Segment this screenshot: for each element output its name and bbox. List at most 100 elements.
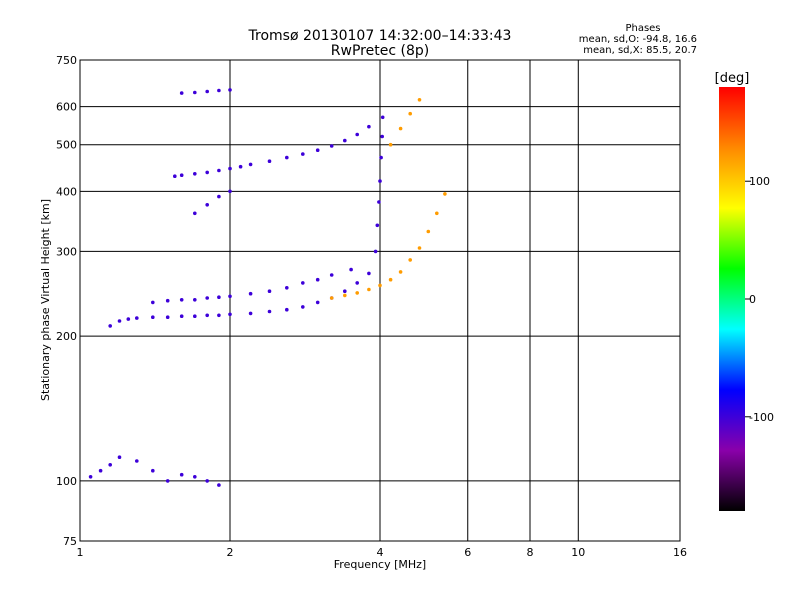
- data-point: [315, 300, 320, 305]
- data-point: [228, 189, 232, 194]
- data-point: [379, 155, 383, 160]
- data-point: [343, 293, 347, 298]
- data-point: [285, 307, 289, 312]
- data-point: [217, 168, 221, 173]
- data-point: [329, 144, 334, 148]
- data-point: [205, 89, 209, 94]
- y-tick-label: 200: [56, 330, 77, 343]
- data-point: [380, 115, 385, 120]
- y-tick-label: 600: [56, 101, 77, 114]
- data-point: [205, 296, 209, 300]
- data-point: [343, 289, 347, 294]
- data-point: [349, 267, 353, 272]
- data-point: [248, 162, 253, 167]
- data-point: [398, 126, 403, 131]
- data-point: [238, 164, 243, 169]
- data-point: [426, 229, 431, 234]
- data-point: [380, 134, 385, 139]
- y-tick-label: 300: [56, 245, 77, 258]
- data-point: [285, 286, 289, 290]
- data-point: [373, 249, 378, 254]
- data-point: [267, 309, 272, 314]
- data-point: [88, 475, 93, 479]
- y-tick-label: 500: [56, 139, 77, 152]
- data-point: [398, 270, 403, 274]
- data-point: [217, 313, 221, 318]
- data-point: [117, 319, 122, 323]
- data-point: [173, 174, 177, 178]
- data-point: [343, 138, 347, 143]
- data-point: [205, 170, 209, 175]
- data-point: [151, 315, 155, 320]
- data-point: [248, 291, 253, 296]
- data-point: [205, 479, 209, 483]
- data-point: [377, 200, 381, 204]
- data-point: [135, 316, 139, 320]
- y-tick-label: 400: [56, 185, 77, 198]
- colorbar-label: [deg]: [715, 71, 750, 86]
- data-point: [179, 173, 184, 177]
- data-point: [98, 468, 103, 473]
- legend-line-o: mean, sd,O: -94.8, 16.6: [579, 34, 697, 45]
- data-point: [329, 296, 334, 300]
- data-point: [135, 459, 139, 463]
- data-point: [217, 483, 221, 487]
- data-point: [179, 314, 184, 319]
- data-point: [355, 291, 360, 295]
- plot-frame: [79, 59, 681, 542]
- data-point: [301, 152, 305, 156]
- x-axis-label: Frequency [MHz]: [334, 558, 426, 571]
- chart-title: Tromsø 20130107 14:32:00–14:33:43: [248, 28, 512, 44]
- colorbar: [719, 87, 745, 511]
- data-point: [193, 314, 197, 319]
- y-tick-label: 100: [56, 475, 77, 488]
- data-point: [217, 295, 221, 300]
- x-tick-label: 6: [464, 546, 471, 559]
- grid: [80, 60, 680, 541]
- colorbar-ticks: 100 0 -100: [745, 175, 774, 424]
- x-tick-label: 4: [377, 546, 384, 559]
- colorbar-tick-label: 0: [749, 293, 756, 306]
- x-tick-label: 8: [527, 546, 534, 559]
- data-point: [126, 317, 131, 321]
- data-point: [367, 271, 371, 276]
- legend-title: Phases: [625, 23, 660, 34]
- data-point: [329, 273, 334, 277]
- x-tick-label: 1: [77, 546, 84, 559]
- data-point: [378, 283, 382, 288]
- y-tick-label: 75: [63, 535, 77, 548]
- data-point: [165, 479, 170, 483]
- data-point: [151, 300, 155, 305]
- data-point: [388, 142, 393, 147]
- chart-subtitle: RwPretec (8p): [331, 43, 429, 59]
- data-point: [367, 287, 371, 292]
- data-point: [417, 98, 422, 102]
- data-point: [193, 475, 197, 479]
- x-tick-label: 10: [571, 546, 585, 559]
- data-point: [378, 179, 382, 183]
- data-point: [267, 159, 272, 163]
- data-points: [88, 88, 447, 487]
- axis-ticks: 1 2 4 6 8 10 16 75 100 200 300 400 500 600 750: [56, 54, 687, 559]
- y-axis-label: Stationary phase Virtual Height [km]: [39, 199, 52, 401]
- x-tick-label: 2: [227, 546, 234, 559]
- data-point: [367, 124, 371, 129]
- data-point: [179, 298, 184, 302]
- data-point: [217, 194, 221, 199]
- data-point: [355, 132, 360, 137]
- colorbar-tick-label: -100: [749, 411, 774, 424]
- data-point: [301, 281, 305, 285]
- data-point: [228, 166, 232, 171]
- data-point: [408, 258, 413, 262]
- data-point: [355, 281, 360, 285]
- data-point: [117, 455, 122, 460]
- data-point: [228, 312, 232, 317]
- data-point: [165, 315, 170, 320]
- data-point: [193, 90, 197, 95]
- data-point: [179, 472, 184, 477]
- y-tick-label: 750: [56, 54, 77, 67]
- data-point: [388, 277, 393, 282]
- data-point: [217, 88, 221, 93]
- data-point: [315, 277, 320, 282]
